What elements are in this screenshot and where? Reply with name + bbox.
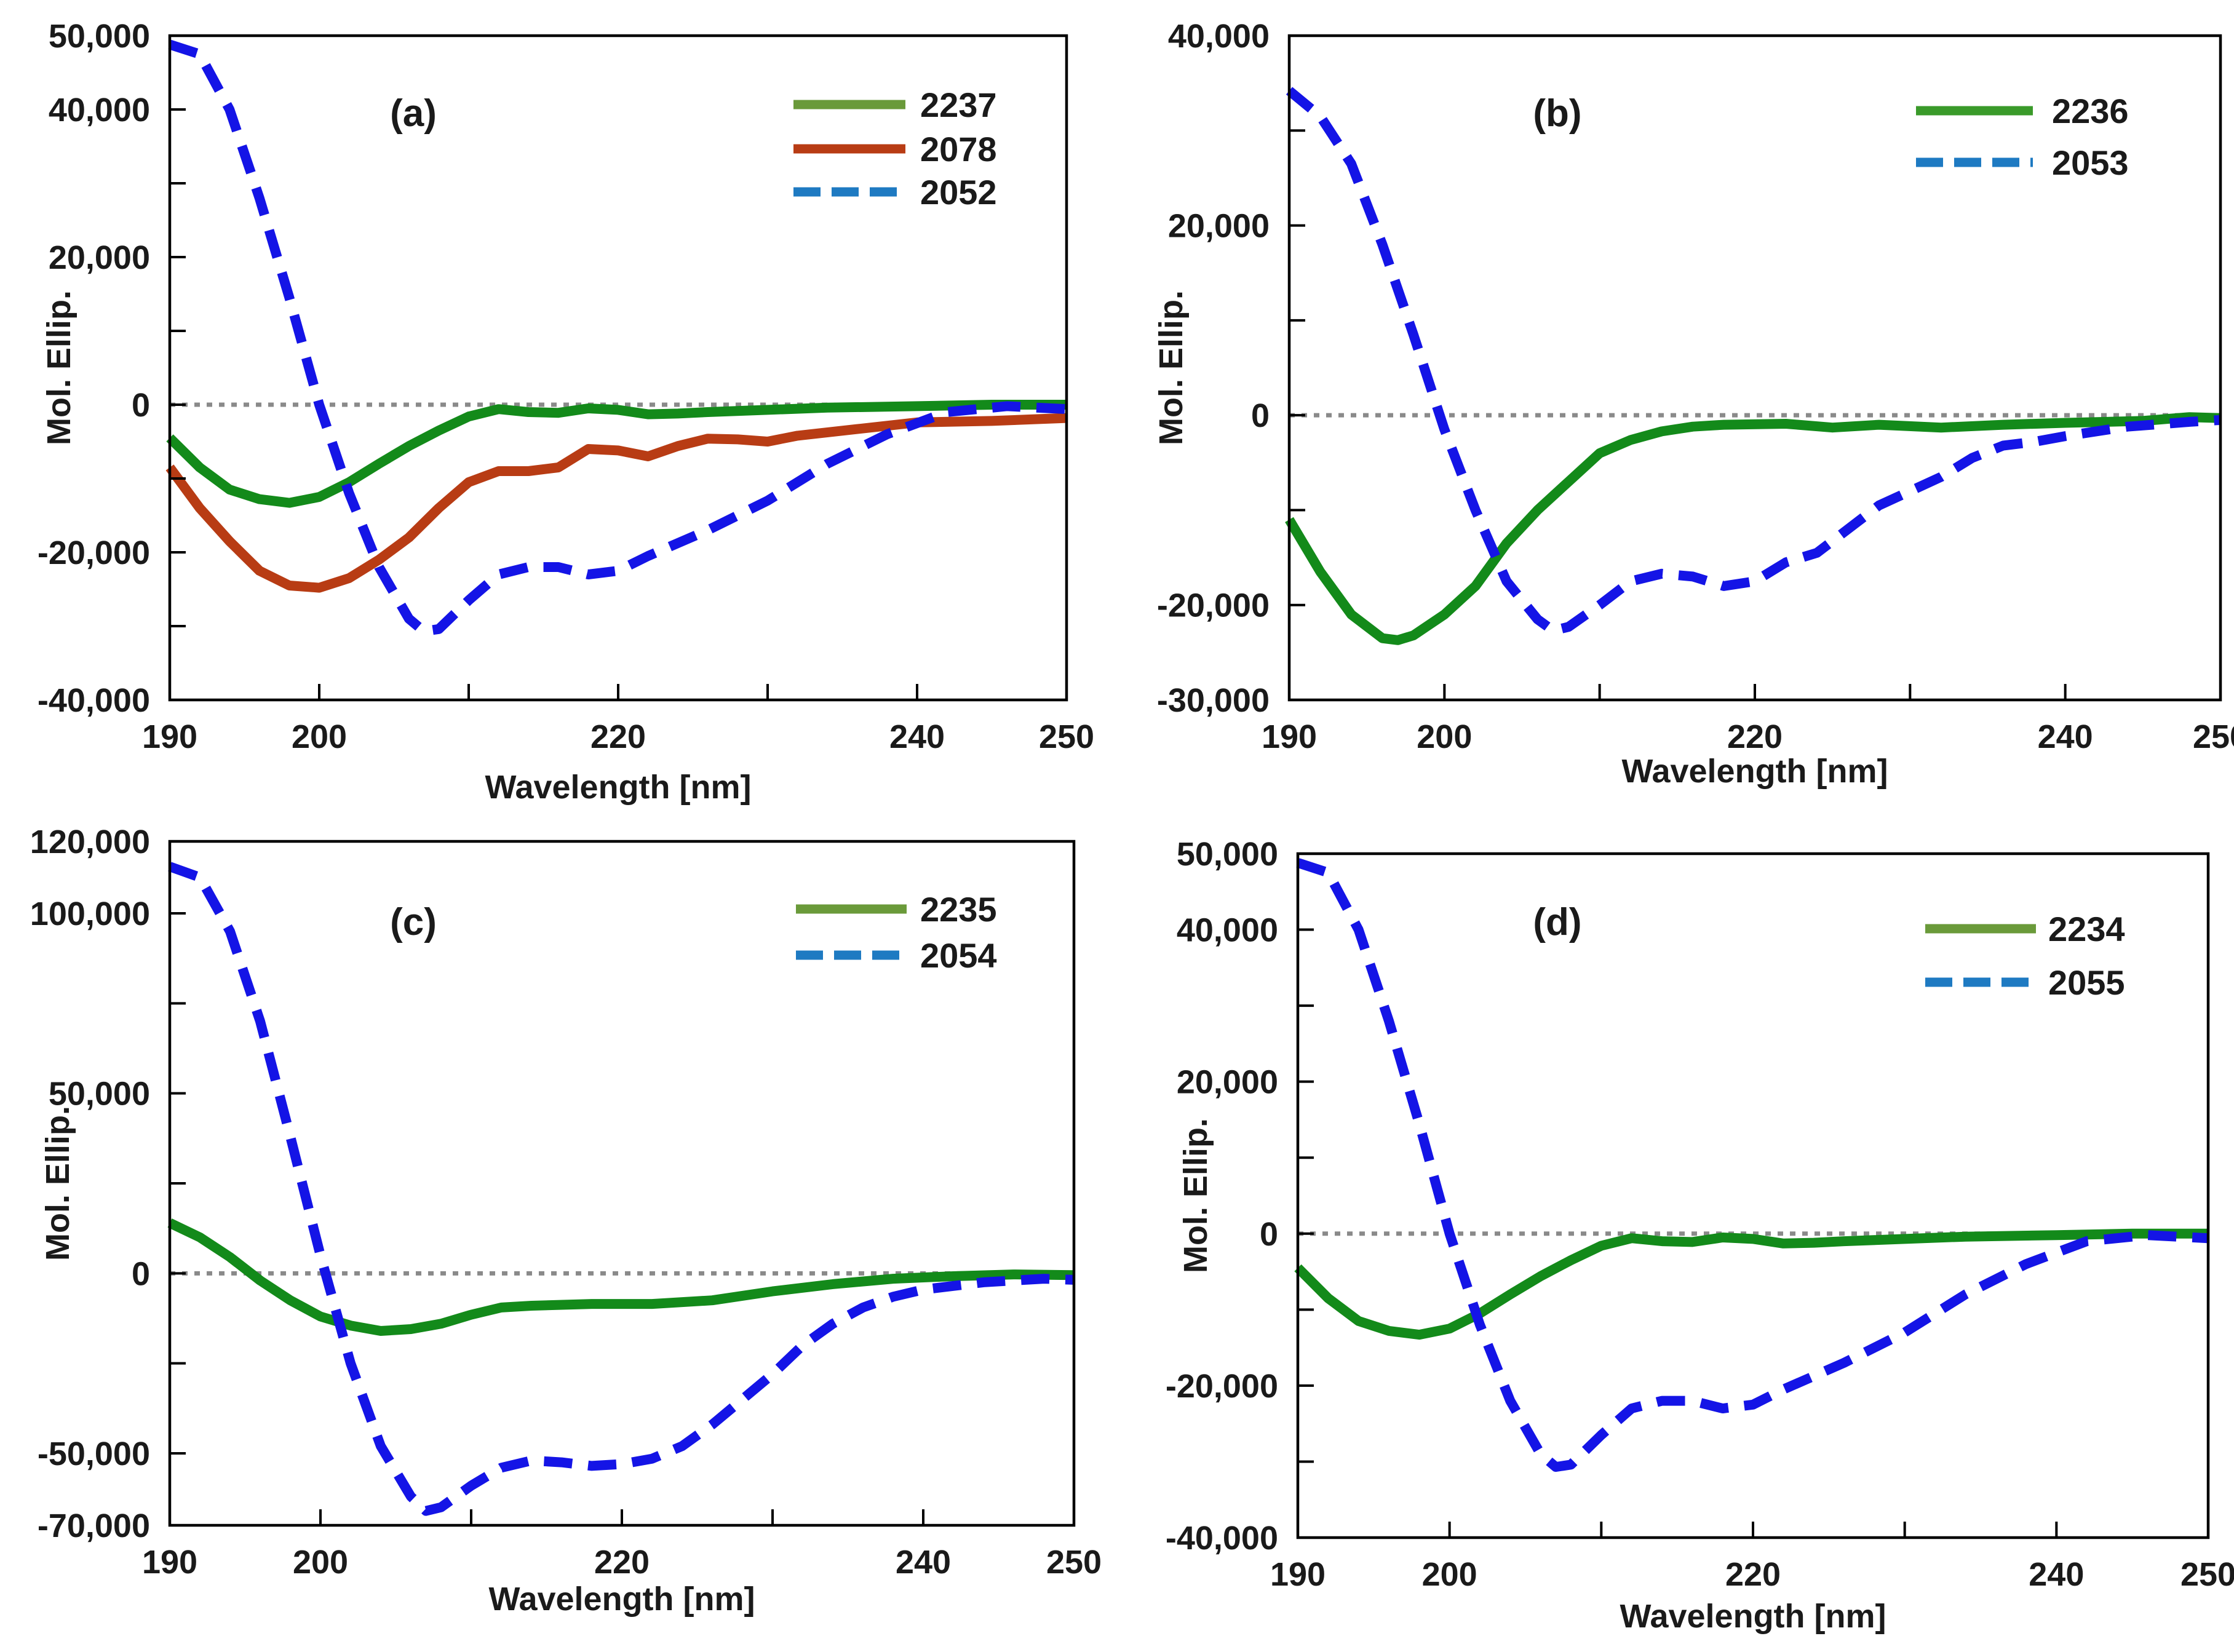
y-tick-label: -20,000 — [1166, 1368, 1278, 1405]
y-tick-label: 50,000 — [49, 18, 150, 55]
x-tick-label: 250 — [2180, 1556, 2234, 1593]
x-tick-label: 220 — [594, 1544, 650, 1581]
legend-label: 2055 — [2048, 963, 2125, 1002]
series-line-2236 — [1285, 412, 2221, 645]
y-tick-label: 40,000 — [1168, 18, 1270, 55]
x-tick-label: 250 — [1046, 1544, 1102, 1581]
x-tick-label: 250 — [1039, 718, 1094, 755]
x-tick-label: 200 — [1422, 1556, 1477, 1593]
y-tick-label: -40,000 — [38, 682, 150, 719]
y-tick-label: 0 — [132, 1255, 150, 1292]
legend-label: 2052 — [920, 173, 997, 212]
y-tick-label: 120,000 — [30, 824, 150, 860]
panel-label: (c) — [390, 901, 437, 943]
legend: 2234 2055 — [1925, 910, 2125, 1002]
legend-label: 2234 — [2048, 910, 2125, 948]
x-tick-label: 200 — [293, 1544, 348, 1581]
legend-label: 2237 — [920, 85, 997, 124]
x-tick-label: 240 — [2029, 1556, 2084, 1593]
y-tick-label: -50,000 — [38, 1436, 150, 1472]
x-axis-label: Wavelength [nm] — [488, 1581, 755, 1618]
series-line-2237 — [166, 400, 1067, 508]
y-axis-label: Mol. Ellip. — [41, 290, 78, 445]
y-tick-label: 0 — [132, 387, 150, 424]
legend-label: 2236 — [2052, 92, 2129, 130]
chart-panel-a: -40,000 -20,000 0 20,000 40,000 50,000 190 200 2… — [38, 18, 1094, 806]
legend: 2236 2053 — [1916, 92, 2129, 182]
series-line-2054 — [168, 862, 1075, 1516]
x-tick-label: 220 — [1725, 1556, 1781, 1593]
series-line-2234 — [1294, 1228, 2208, 1340]
panel-label: (a) — [390, 92, 437, 135]
y-axis-label: Mol. Ellip. — [39, 1106, 76, 1261]
chart-panel-c: -70,000 -50,000 0 50,000 100,000 120,000 190 20… — [30, 824, 1102, 1618]
y-tick-label: 40,000 — [49, 92, 150, 129]
x-tick-label: 240 — [889, 718, 945, 755]
x-tick-label: 220 — [590, 718, 646, 755]
y-tick-label: -20,000 — [38, 534, 150, 571]
x-tick-label: 200 — [292, 718, 347, 755]
legend: 2237 2078 2052 — [793, 85, 997, 212]
panel-label: (b) — [1533, 92, 1581, 135]
y-axis-label: Mol. Ellip. — [1177, 1118, 1214, 1273]
y-tick-label: 0 — [1251, 397, 1270, 434]
legend-label: 2078 — [920, 130, 997, 169]
legend: 2235 2054 — [796, 890, 997, 975]
y-tick-label: -30,000 — [1157, 682, 1270, 719]
series-line-2055 — [1296, 858, 2209, 1472]
y-tick-label: 20,000 — [1177, 1064, 1278, 1101]
x-tick-label: 190 — [142, 1544, 197, 1581]
y-tick-label: 50,000 — [1177, 836, 1278, 873]
panel-label: (d) — [1533, 901, 1581, 943]
x-axis-label: Wavelength [nm] — [1620, 1598, 1886, 1635]
y-axis-label: Mol. Ellip. — [1153, 290, 1190, 445]
x-tick-label: 190 — [142, 718, 197, 755]
x-axis-label: Wavelength [nm] — [485, 769, 751, 806]
y-tick-label: -20,000 — [1157, 587, 1270, 624]
x-tick-label: 200 — [1417, 718, 1472, 755]
chart-panel-b: -30,000 -20,000 0 20,000 40,000 190 200 220 240 2… — [1153, 18, 2234, 790]
y-tick-label: -70,000 — [38, 1507, 150, 1544]
series-line-2052 — [168, 39, 1067, 637]
legend-label: 2235 — [920, 890, 997, 929]
x-axis-label: Wavelength [nm] — [1621, 753, 1888, 790]
x-tick-label: 190 — [1262, 718, 1317, 755]
y-tick-label: 0 — [1260, 1216, 1278, 1253]
y-tick-label: -40,000 — [1166, 1520, 1278, 1557]
y-tick-label: 20,000 — [49, 239, 150, 276]
y-tick-label: 40,000 — [1177, 912, 1278, 949]
x-tick-label: 250 — [2193, 718, 2234, 755]
x-tick-label: 240 — [2038, 718, 2093, 755]
y-tick-label: 20,000 — [1168, 208, 1270, 245]
x-tick-label: 220 — [1727, 718, 1783, 755]
legend-label: 2054 — [920, 936, 997, 975]
legend-label: 2053 — [2052, 143, 2129, 182]
x-tick-label: 190 — [1270, 1556, 1326, 1593]
y-tick-label: 50,000 — [49, 1076, 150, 1113]
x-tick-label: 240 — [896, 1544, 951, 1581]
y-tick-label: 100,000 — [30, 895, 150, 932]
series-line-2053 — [1286, 87, 2221, 636]
series-line-2078 — [165, 413, 1067, 593]
series-line-2235 — [167, 1218, 1075, 1336]
chart-panel-d: -40,000 -20,000 0 20,000 40,000 50,000 190 200 2… — [1166, 836, 2234, 1635]
